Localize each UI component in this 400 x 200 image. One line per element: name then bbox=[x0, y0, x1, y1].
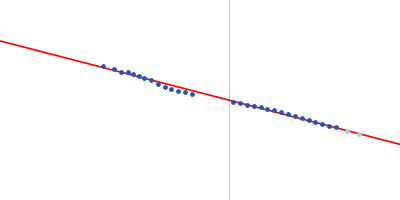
Point bbox=[326, 124, 332, 128]
Point bbox=[154, 82, 161, 86]
Point bbox=[141, 77, 147, 80]
Point bbox=[118, 70, 124, 73]
Point bbox=[125, 70, 131, 73]
Point bbox=[100, 64, 106, 68]
Point bbox=[136, 75, 143, 78]
Point bbox=[182, 91, 188, 94]
Point bbox=[168, 87, 175, 91]
Point bbox=[305, 118, 312, 121]
Point bbox=[278, 110, 284, 113]
Point bbox=[257, 106, 264, 109]
Point bbox=[319, 122, 326, 125]
Point bbox=[148, 78, 154, 81]
Point bbox=[230, 100, 236, 103]
Point bbox=[312, 120, 319, 123]
Point bbox=[189, 92, 195, 95]
Point bbox=[175, 89, 182, 93]
Point bbox=[271, 109, 278, 112]
Point bbox=[356, 132, 362, 136]
Point bbox=[333, 126, 339, 129]
Point bbox=[344, 129, 351, 133]
Point bbox=[264, 107, 271, 111]
Point bbox=[298, 117, 305, 120]
Point bbox=[244, 103, 250, 106]
Point bbox=[292, 115, 298, 118]
Point bbox=[285, 112, 291, 116]
Point bbox=[129, 72, 136, 76]
Point bbox=[111, 67, 118, 71]
Point bbox=[237, 102, 243, 105]
Point bbox=[250, 104, 257, 108]
Point bbox=[161, 86, 168, 89]
